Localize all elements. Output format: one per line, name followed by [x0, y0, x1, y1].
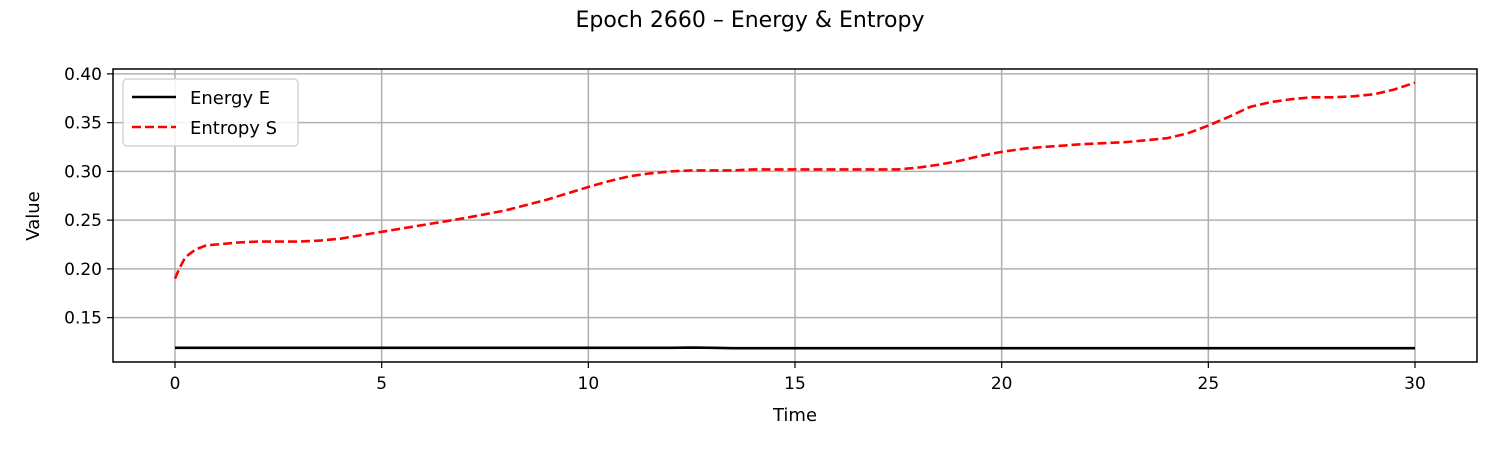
y-tick-label: 0.25 — [64, 211, 102, 231]
y-tick-label: 0.35 — [64, 114, 102, 134]
grid — [113, 69, 1477, 362]
x-tick-label: 15 — [784, 374, 806, 394]
x-axis-label: Time — [772, 405, 817, 426]
series-line-energy — [175, 346, 1415, 350]
legend: Energy E Entropy S — [122, 78, 299, 147]
x-tick-label: 30 — [1404, 374, 1426, 394]
legend-label: Energy E — [190, 88, 270, 109]
x-tick-label: 10 — [578, 374, 600, 394]
chart-title: Epoch 2660 – Energy & Entropy — [576, 8, 925, 33]
y-axis-label: Value — [23, 191, 44, 240]
series-line-entropy — [173, 81, 1416, 280]
ticks: 0 5 10 15 20 25 30 0.15 0.20 0.25 0.30 0.35 0.40 — [64, 65, 1426, 394]
x-tick-label: 0 — [170, 374, 181, 394]
y-tick-label: 0.20 — [64, 260, 102, 280]
y-tick-label: 0.30 — [64, 162, 102, 182]
x-tick-label: 20 — [991, 374, 1013, 394]
series-layer — [173, 81, 1416, 350]
y-tick-label: 0.15 — [64, 309, 102, 329]
legend-label: Entropy S — [190, 118, 277, 139]
x-tick-label: 5 — [376, 374, 387, 394]
x-tick-label: 25 — [1198, 374, 1220, 394]
y-tick-label: 0.40 — [64, 65, 102, 85]
